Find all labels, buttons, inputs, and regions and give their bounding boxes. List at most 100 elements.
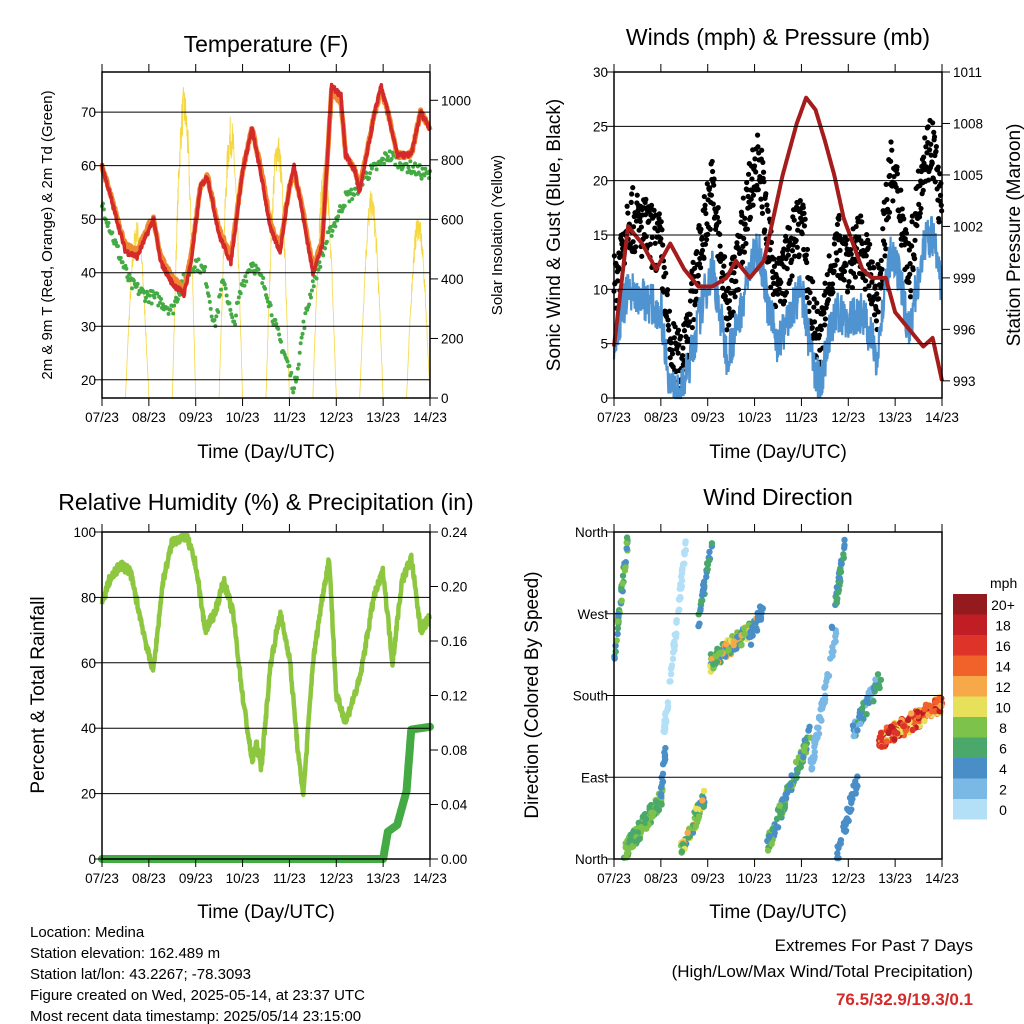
- y-tick-label: 80: [81, 590, 96, 605]
- gust-point: [882, 241, 888, 247]
- dewpoint-point: [264, 296, 269, 301]
- dewpoint-point: [352, 192, 357, 197]
- solar-insolation-line: [102, 87, 431, 399]
- direction-point: [626, 837, 633, 844]
- gust-point: [830, 289, 836, 295]
- dewpoint-point: [294, 375, 299, 380]
- gust-point: [693, 296, 700, 302]
- gust-point: [694, 249, 700, 255]
- direction-point: [835, 854, 842, 862]
- gust-point: [921, 154, 927, 160]
- direction-point: [658, 800, 665, 808]
- direction-point: [660, 728, 668, 735]
- gust-point: [935, 164, 941, 170]
- dewpoint-point: [124, 266, 129, 271]
- x-tick-label: 10/23: [226, 871, 260, 886]
- gust-point: [679, 352, 686, 359]
- gust-point: [932, 179, 938, 185]
- direction-point: [878, 743, 885, 750]
- x-tick-label: 08/23: [644, 871, 678, 886]
- dewpoint-point: [242, 283, 247, 288]
- dewpoint-point: [298, 341, 303, 346]
- y-right-tick-label: 0: [441, 391, 449, 406]
- legend-label: 4: [999, 761, 1007, 777]
- direction-point: [863, 710, 870, 718]
- gust-point: [661, 264, 667, 271]
- dewpoint-point: [349, 187, 354, 192]
- gust-point: [918, 205, 924, 212]
- gust-point: [806, 300, 812, 306]
- dewpoint-point: [206, 293, 211, 298]
- direction-point: [833, 599, 840, 607]
- gust-point: [845, 283, 851, 289]
- dewpoint-point: [338, 204, 343, 209]
- gust-point: [760, 159, 766, 165]
- dewpoint-point: [278, 339, 283, 344]
- direction-point: [816, 713, 823, 721]
- direction-point: [709, 660, 717, 668]
- direction-point: [614, 618, 621, 625]
- direction-point: [623, 545, 630, 552]
- x-tick-label: 07/23: [597, 410, 631, 425]
- gust-point: [669, 351, 676, 357]
- gust-point: [801, 246, 807, 253]
- temp-ylabel-right: Solar Insolation (Yellow): [489, 155, 506, 315]
- x-tick-label: 13/23: [366, 410, 400, 425]
- dewpoint-point: [333, 224, 338, 229]
- direction-point: [653, 798, 660, 805]
- dewpoint-point: [289, 370, 294, 375]
- gust-point: [903, 230, 909, 236]
- dewpoint-point: [160, 302, 165, 307]
- gust-point: [822, 316, 829, 322]
- gust-point: [696, 261, 703, 267]
- gust-point: [809, 325, 815, 331]
- direction-point: [662, 719, 669, 727]
- legend-swatch: [953, 737, 987, 758]
- gust-point: [814, 300, 820, 306]
- footer-latlon: Station lat/lon: 43.2267; -78.3093: [30, 966, 251, 983]
- x-tick-label: 13/23: [366, 871, 400, 886]
- gust-point: [848, 251, 854, 257]
- y-right-tick-label: 1000: [441, 93, 471, 108]
- dewpoint-point: [115, 244, 120, 249]
- gust-point: [775, 291, 781, 297]
- direction-point: [695, 611, 702, 618]
- dewpoint-point: [263, 286, 268, 291]
- plot-area: [99, 82, 433, 399]
- gust-point: [834, 221, 841, 228]
- direction-point: [748, 630, 755, 638]
- gust-point: [785, 252, 791, 258]
- gust-point: [701, 193, 707, 200]
- dewpoint-point: [248, 268, 253, 273]
- dewpoint-point: [273, 318, 278, 323]
- y-tick-label: 20: [593, 174, 608, 189]
- gust-point: [829, 281, 836, 287]
- direction-point: [836, 569, 844, 576]
- gust-point: [856, 234, 862, 240]
- gust-point: [821, 310, 827, 316]
- dewpoint-point: [203, 264, 208, 269]
- dewpoint-point: [406, 165, 411, 170]
- direction-point: [885, 729, 892, 737]
- dewpoint-point: [144, 289, 149, 294]
- gust-point: [666, 308, 673, 314]
- gust-point: [800, 204, 806, 211]
- dir-ylabel: Direction (Colored By Speed): [522, 571, 543, 818]
- dewpoint-point: [204, 284, 209, 289]
- gust-point: [937, 171, 943, 177]
- gust-point: [660, 242, 666, 248]
- y-right-tick-label: 996: [953, 322, 976, 337]
- gust-point: [637, 218, 643, 225]
- dewpoint-point: [308, 295, 313, 300]
- dewpoint-point: [404, 161, 409, 166]
- y-tick-label: East: [581, 770, 608, 785]
- direction-point: [829, 643, 836, 651]
- gust-point: [906, 247, 912, 253]
- direction-point: [928, 708, 936, 715]
- dewpoint-point: [268, 303, 273, 308]
- dewpoint-point: [408, 159, 413, 164]
- y-right-tick-label: 0.20: [441, 580, 467, 595]
- gust-point: [689, 324, 695, 331]
- dewpoint-point: [129, 286, 134, 291]
- dewpoint-point: [382, 161, 387, 166]
